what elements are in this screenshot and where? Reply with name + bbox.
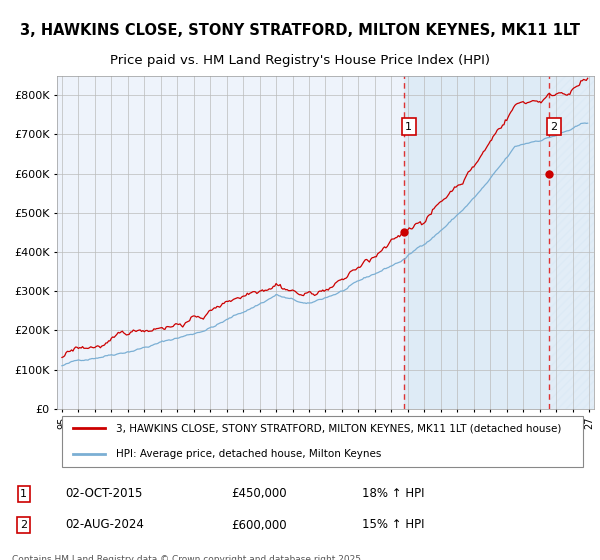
Bar (404, 76, 549, 409)
Text: Contains HM Land Registry data © Crown copyright and database right 2025.
This d: Contains HM Land Registry data © Crown c… (12, 554, 364, 560)
Text: £600,000: £600,000 (232, 519, 287, 531)
Text: 02-OCT-2015: 02-OCT-2015 (65, 487, 143, 501)
Text: 3, HAWKINS CLOSE, STONY STRATFORD, MILTON KEYNES, MK11 1LT: 3, HAWKINS CLOSE, STONY STRATFORD, MILTO… (20, 24, 580, 38)
Bar (549, 76, 600, 409)
Text: 1: 1 (20, 489, 28, 499)
Text: Price paid vs. HM Land Registry's House Price Index (HPI): Price paid vs. HM Land Registry's House … (110, 54, 490, 67)
Text: 2: 2 (20, 520, 28, 530)
Text: 3, HAWKINS CLOSE, STONY STRATFORD, MILTON KEYNES, MK11 1LT (detached house): 3, HAWKINS CLOSE, STONY STRATFORD, MILTO… (116, 423, 562, 433)
Text: 2: 2 (551, 122, 557, 132)
Text: 1: 1 (405, 122, 412, 132)
Text: £450,000: £450,000 (232, 487, 287, 501)
Text: HPI: Average price, detached house, Milton Keynes: HPI: Average price, detached house, Milt… (116, 449, 382, 459)
Text: 02-AUG-2024: 02-AUG-2024 (65, 519, 144, 531)
FancyBboxPatch shape (62, 416, 583, 468)
Text: 18% ↑ HPI: 18% ↑ HPI (362, 487, 425, 501)
Text: 15% ↑ HPI: 15% ↑ HPI (362, 519, 425, 531)
